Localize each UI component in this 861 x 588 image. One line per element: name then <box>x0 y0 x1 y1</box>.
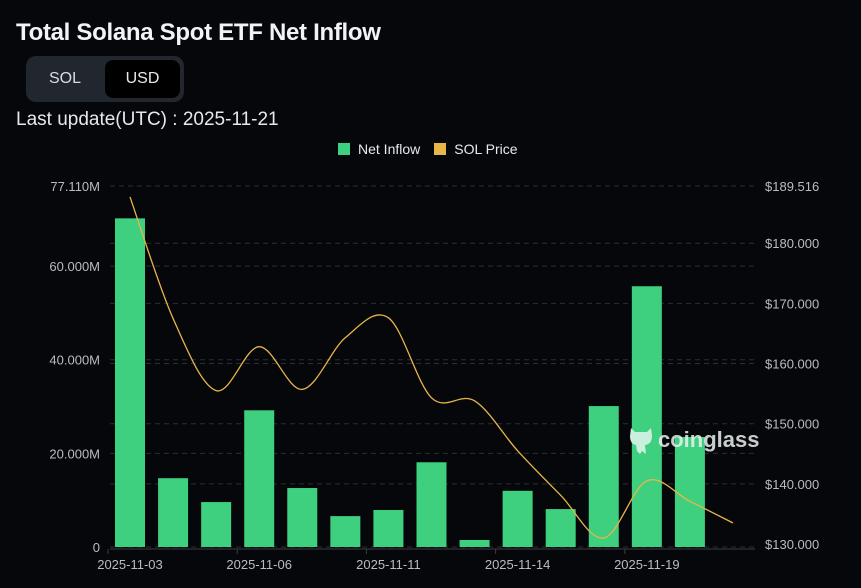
left-tick-label: 60.000M <box>49 259 100 274</box>
bar-net-inflow <box>115 218 145 547</box>
left-tick-label: 40.000M <box>49 353 100 368</box>
right-tick-label: $180.000 <box>765 236 819 251</box>
toggle-sol[interactable]: SOL <box>48 70 81 87</box>
bar-net-inflow <box>201 502 232 547</box>
bar-net-inflow <box>631 286 662 547</box>
bar-net-inflow <box>330 516 361 547</box>
x-tick-label: 2025-11-06 <box>226 557 292 572</box>
bar-net-inflow <box>373 510 404 547</box>
right-tick-label: $170.000 <box>765 296 819 311</box>
left-tick-label: 20.000M <box>49 446 100 461</box>
legend-net-inflow[interactable]: Net Inflow <box>338 141 420 157</box>
bar-net-inflow <box>244 410 275 547</box>
currency-toggle[interactable]: SOL USD <box>26 56 184 102</box>
left-tick-label: 0 <box>93 540 100 555</box>
page-title: Total Solana Spot ETF Net Inflow <box>16 19 381 46</box>
bar-net-inflow <box>502 490 533 547</box>
right-tick-label: $189.516 <box>765 179 819 194</box>
left-tick-label: 77.110M <box>50 179 100 194</box>
watermark-text: coinglass <box>658 427 760 452</box>
x-tick-label: 2025-11-03 <box>97 557 163 572</box>
legend-swatch-sol-price <box>434 143 447 155</box>
x-tick-label: 2025-11-14 <box>485 557 551 572</box>
bar-net-inflow <box>674 436 705 547</box>
right-tick-label: $130.000 <box>765 537 819 552</box>
bar-net-inflow <box>158 478 189 547</box>
coinglass-logo-icon <box>630 428 652 454</box>
right-tick-label: $140.000 <box>765 477 819 492</box>
bar-net-inflow <box>416 462 447 547</box>
toggle-usd[interactable]: USD <box>105 60 180 98</box>
last-update: Last update(UTC) : 2025-11-21 <box>16 109 279 130</box>
chart-legend: Net Inflow SOL Price <box>338 141 518 157</box>
x-tick-label: 2025-11-11 <box>356 557 421 572</box>
right-tick-label: $160.000 <box>765 357 819 372</box>
legend-label: SOL Price <box>454 141 518 157</box>
coinglass-watermark: coinglass <box>628 424 759 456</box>
legend-label: Net Inflow <box>358 141 421 157</box>
bar-net-inflow <box>459 539 490 547</box>
line-sol-price <box>129 196 734 539</box>
x-tick-label: 2025-11-19 <box>614 557 680 572</box>
legend-sol-price[interactable]: SOL Price <box>434 141 518 157</box>
bar-net-inflow <box>287 488 318 547</box>
bar-net-inflow <box>545 509 576 547</box>
legend-swatch-net-inflow <box>338 143 350 155</box>
right-tick-label: $150.000 <box>765 417 819 432</box>
bar-net-inflow <box>588 406 619 547</box>
